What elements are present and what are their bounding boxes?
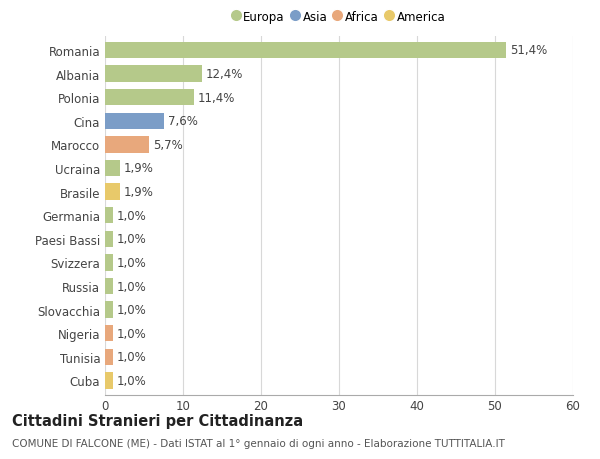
Bar — [105, 90, 194, 106]
Bar — [105, 43, 506, 59]
Text: 1,0%: 1,0% — [116, 327, 146, 340]
Text: 5,7%: 5,7% — [154, 139, 183, 151]
Text: COMUNE DI FALCONE (ME) - Dati ISTAT al 1° gennaio di ogni anno - Elaborazione TU: COMUNE DI FALCONE (ME) - Dati ISTAT al 1… — [12, 438, 505, 448]
Text: 1,0%: 1,0% — [116, 280, 146, 293]
Text: 1,0%: 1,0% — [116, 303, 146, 316]
Bar — [105, 160, 120, 177]
Bar — [105, 184, 120, 201]
Text: 11,4%: 11,4% — [198, 91, 235, 105]
Text: 1,0%: 1,0% — [116, 374, 146, 387]
Text: 1,0%: 1,0% — [116, 257, 146, 269]
Text: 12,4%: 12,4% — [206, 68, 243, 81]
Text: Cittadini Stranieri per Cittadinanza: Cittadini Stranieri per Cittadinanza — [12, 413, 303, 428]
Text: 7,6%: 7,6% — [168, 115, 198, 128]
Text: 51,4%: 51,4% — [510, 45, 547, 57]
Bar — [105, 255, 113, 271]
Bar — [105, 207, 113, 224]
Bar — [105, 66, 202, 83]
Text: 1,0%: 1,0% — [116, 233, 146, 246]
Bar — [105, 137, 149, 153]
Text: 1,9%: 1,9% — [124, 162, 154, 175]
Bar — [105, 113, 164, 130]
Bar — [105, 372, 113, 389]
Bar — [105, 349, 113, 365]
Bar — [105, 302, 113, 318]
Text: 1,0%: 1,0% — [116, 351, 146, 364]
Legend: Europa, Asia, Africa, America: Europa, Asia, Africa, America — [229, 7, 449, 27]
Bar — [105, 325, 113, 342]
Text: 1,9%: 1,9% — [124, 186, 154, 199]
Bar — [105, 231, 113, 247]
Text: 1,0%: 1,0% — [116, 209, 146, 222]
Bar — [105, 278, 113, 295]
